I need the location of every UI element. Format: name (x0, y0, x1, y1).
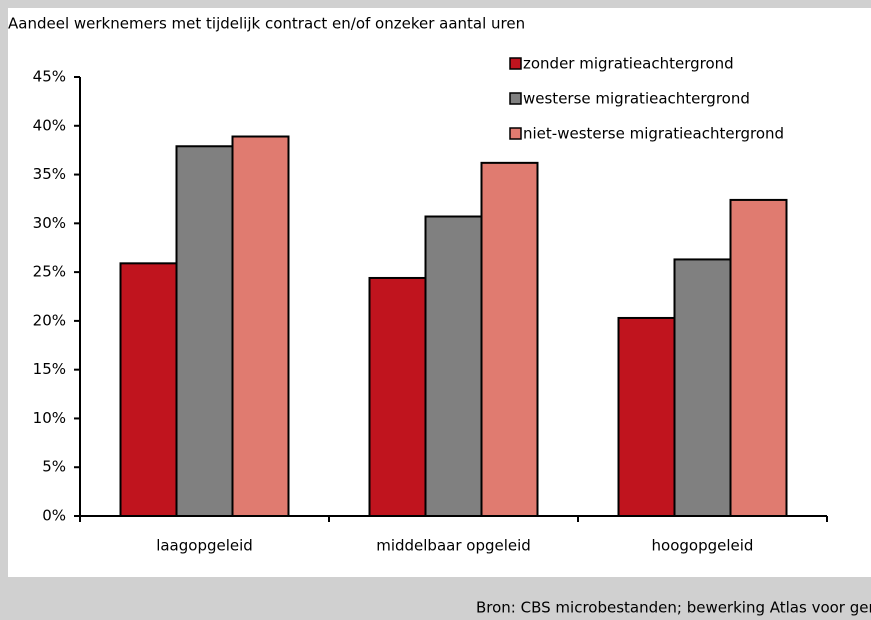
y-tick-label: 15% (33, 360, 66, 378)
y-tick-label: 20% (33, 311, 66, 329)
y-tick-label: 0% (42, 507, 66, 525)
bar (673, 258, 732, 517)
y-tick-label: 10% (33, 409, 66, 427)
bar (729, 198, 788, 517)
legend-swatch (509, 57, 522, 70)
bar (480, 161, 539, 518)
legend-label: niet-westerse migratieachtergrond (523, 125, 784, 143)
legend-label: westerse migratieachtergrond (523, 90, 750, 108)
y-tick-label: 45% (33, 68, 66, 86)
legend-swatch (509, 127, 522, 140)
bar (368, 276, 427, 517)
source-note: Bron: CBS microbestanden; bewerking Atla… (476, 599, 871, 617)
bar (424, 215, 483, 517)
y-tick-label: 40% (33, 116, 66, 134)
legend-label: zonder migratieachtergrond (523, 55, 734, 73)
y-tick-label: 30% (33, 214, 66, 232)
chart-title: Aandeel werknemers met tijdelijk contrac… (8, 15, 525, 33)
x-tick-label: hoogopgeleid (652, 537, 754, 555)
legend-swatch (509, 92, 522, 105)
x-tick-label: middelbaar opgeleid (376, 537, 531, 555)
y-tick-label: 5% (42, 458, 66, 476)
y-tick-label: 35% (33, 165, 66, 183)
bar (175, 145, 234, 518)
bar (231, 135, 290, 518)
x-tick-label: laagopgeleid (156, 537, 253, 555)
bar (119, 262, 178, 517)
bar (617, 316, 676, 517)
y-tick-label: 25% (33, 263, 66, 281)
